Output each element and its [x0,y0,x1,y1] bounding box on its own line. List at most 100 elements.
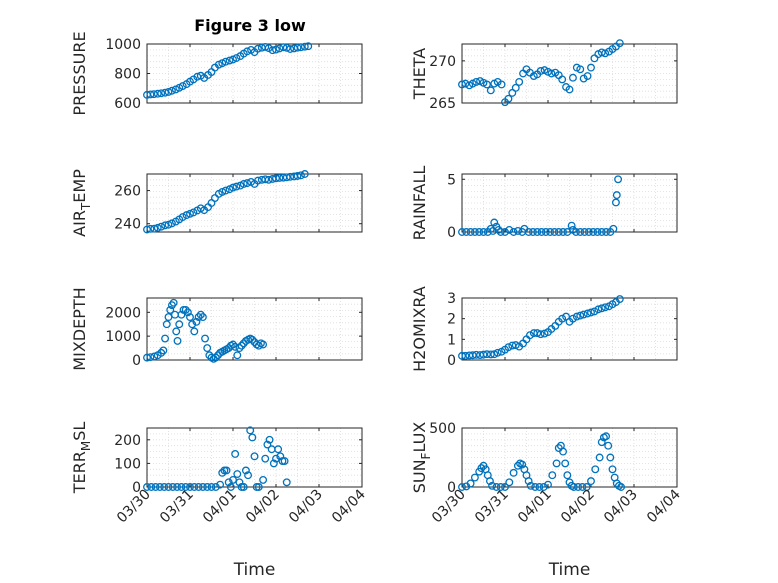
data-point [159,346,168,355]
data-point [533,329,542,338]
data-point [509,468,518,477]
data-point [584,228,593,236]
x-axis-label: Time [548,560,591,580]
data-point [597,304,606,313]
data-point [181,305,190,314]
y-tick-label: 800 [114,67,141,83]
data-point [167,86,176,95]
data-point [210,194,219,202]
data-point [614,175,623,184]
data-point [229,183,237,192]
data-point [558,314,567,323]
data-point [244,471,252,480]
data-point [194,483,203,491]
data-point [198,313,207,322]
data-point [576,65,585,74]
data-point [493,348,502,357]
data-point [250,452,259,461]
data-point [537,228,546,236]
data-point [612,191,621,200]
data-point [587,477,595,486]
axes-box [461,427,678,488]
panel-6: 0 1 2 3 H2OMIXRA [410,286,678,372]
data-point [269,459,278,468]
data-point [261,43,270,51]
data-point [177,483,186,491]
data-point [226,483,235,491]
data-point [524,228,533,236]
data-point [501,228,509,236]
data-point [604,441,613,450]
data-point [162,320,171,329]
data-point [533,228,542,236]
data-point [150,224,159,233]
data-point [207,483,216,491]
data-point [232,182,241,191]
data-point [235,344,244,353]
data-point [496,228,505,236]
data-point [157,222,166,231]
data-point [173,336,182,345]
data-point [583,72,592,80]
data-point [482,80,491,89]
data-point [164,483,173,491]
data-point [595,453,604,462]
data-point [161,334,170,343]
y-axis-label: RAINFALL [410,166,429,241]
y-tick-label: 260 [114,184,141,200]
data-point [574,483,583,491]
data-point [518,460,527,469]
data-point [161,88,170,97]
data-point [589,228,598,236]
y-axis-label: THETA [410,48,429,100]
data-point [531,483,540,491]
data-point [583,309,592,318]
data-point [155,483,164,491]
x-tick-label: 04/03 [286,487,326,527]
data-point [169,298,178,307]
y-tick-label: 0 [447,225,456,241]
data-point [490,218,499,227]
data-point [505,225,514,234]
data-point [241,466,250,475]
y-tick-label: 0 [132,480,141,496]
data-point [246,426,255,435]
data-point [221,57,230,66]
data-point [274,445,283,454]
data-point [224,478,233,487]
data-point [293,43,302,52]
data-point [615,295,624,303]
data-point [479,228,488,236]
x-tick-label: 04/01 [515,487,555,527]
data-point [496,483,505,491]
data-point [167,219,176,228]
data-point [501,483,509,491]
y-tick-label: 0 [132,353,141,369]
data-point [211,483,220,491]
data-point [150,352,159,361]
data-point [264,175,273,184]
data-point [482,350,491,359]
data-point [597,438,606,447]
data-point [225,56,234,65]
data-point [239,483,248,491]
data-point [248,335,257,344]
data-point [609,224,618,233]
panel-1: 600 800 1000 PRESSURE [70,31,363,116]
data-point [576,311,585,320]
data-point [231,450,240,458]
data-point [505,478,514,487]
data-point [541,228,550,236]
data-point [153,223,162,232]
data-point [265,435,274,444]
data-point [161,221,170,230]
x-tick-label: 04/04 [329,486,369,526]
data-point [579,310,588,319]
data-point [526,481,535,490]
data-point [259,475,268,484]
data-point [160,483,169,491]
data-point [304,42,313,51]
data-point [282,478,291,487]
y-tick-label: 2 [447,312,456,328]
